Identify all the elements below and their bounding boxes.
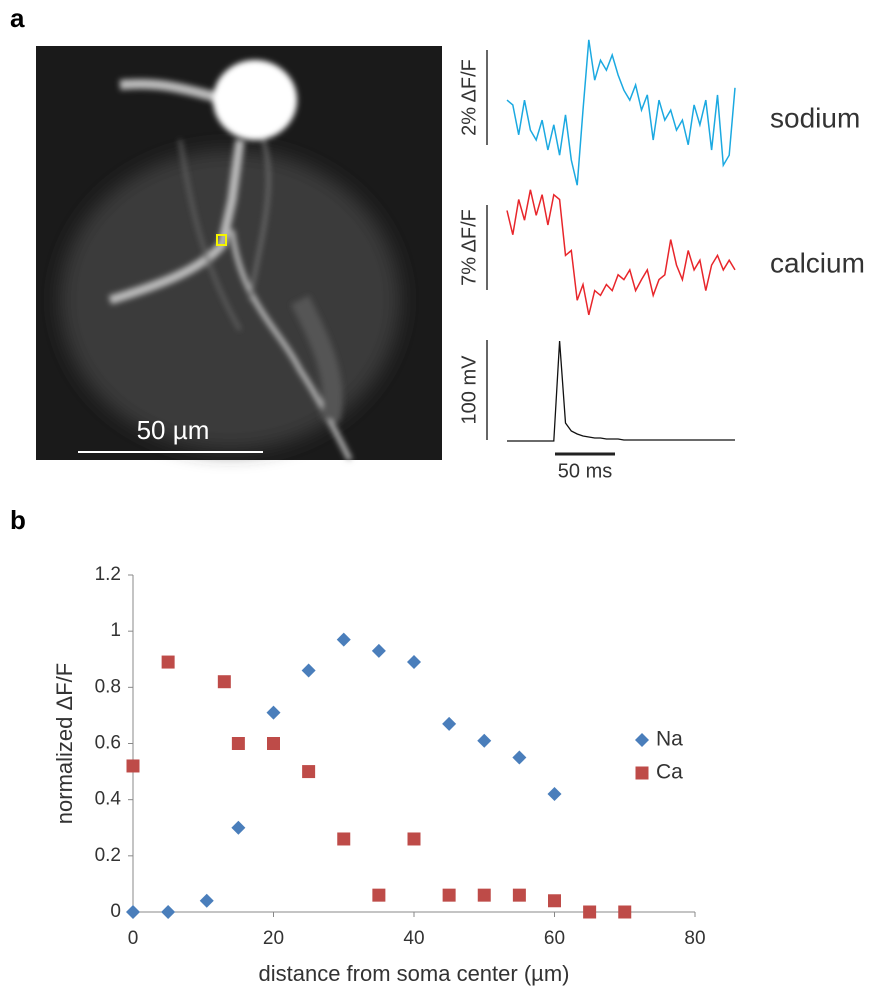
data-point <box>337 832 351 846</box>
data-point <box>371 643 386 658</box>
y-tick-label: 0.6 <box>95 733 121 754</box>
data-point <box>442 716 457 731</box>
scale-bar-label: 7% ΔF/F <box>458 209 480 286</box>
data-point <box>442 888 456 902</box>
legend-label: Na <box>656 728 683 751</box>
y-tick-label: 0 <box>110 901 121 922</box>
data-point <box>583 905 597 919</box>
data-point <box>301 663 316 678</box>
scale-bar-label: 50 ms <box>558 460 612 482</box>
data-point <box>407 655 421 670</box>
data-point <box>266 705 281 720</box>
data-point <box>547 787 562 802</box>
legend-label: Ca <box>656 761 683 784</box>
x-tick-label: 80 <box>684 928 705 949</box>
panel-label: a <box>10 3 25 33</box>
x-tick-label: 40 <box>403 928 424 949</box>
data-point <box>512 888 526 902</box>
data-point <box>477 733 492 748</box>
data-point <box>512 750 527 765</box>
x-tick-label: 60 <box>544 928 565 949</box>
scale-bar-label: 2% ΔF/F <box>458 59 480 136</box>
data-point <box>161 905 176 919</box>
data-point <box>217 675 231 689</box>
trace-label: sodium <box>770 102 860 133</box>
legend-marker <box>635 733 649 747</box>
panel-label: b <box>10 505 26 535</box>
data-point <box>231 820 246 835</box>
micrograph: 50 µm <box>36 46 442 462</box>
legend-marker <box>635 766 649 780</box>
x-axis-title: distance from soma center (µm) <box>259 961 570 986</box>
data-point <box>477 888 491 902</box>
y-tick-label: 1.2 <box>95 564 121 585</box>
data-point <box>199 893 214 908</box>
y-tick-label: 0.2 <box>95 845 121 866</box>
scale-bar-label: 50 µm <box>137 415 210 445</box>
x-tick-label: 0 <box>128 928 139 949</box>
data-point <box>126 759 140 773</box>
data-point <box>302 765 316 779</box>
data-point <box>407 832 421 846</box>
data-point <box>231 737 245 750</box>
data-point <box>126 905 140 919</box>
data-point <box>372 888 386 902</box>
data-point <box>548 894 561 908</box>
y-tick-label: 0.8 <box>95 676 121 697</box>
data-point <box>336 632 351 647</box>
trace <box>507 340 735 442</box>
trace-label: calcium <box>770 247 865 278</box>
data-point <box>161 655 175 669</box>
data-point <box>618 905 632 919</box>
y-tick-label: 0.4 <box>95 789 122 810</box>
scale-bar-label: 100 mV <box>458 355 480 425</box>
y-tick-label: 1 <box>110 620 121 641</box>
x-tick-label: 20 <box>263 928 284 949</box>
y-axis-title: normalized ΔF/F <box>52 663 77 824</box>
data-point <box>267 737 280 750</box>
trace <box>506 189 736 316</box>
trace <box>506 39 736 186</box>
